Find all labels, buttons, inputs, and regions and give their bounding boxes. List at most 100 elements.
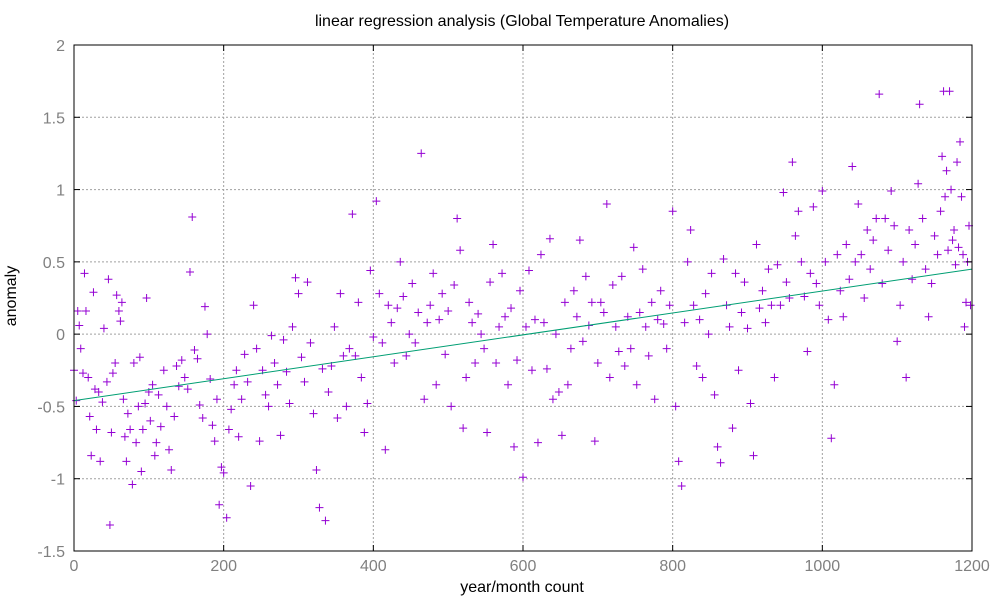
data-point bbox=[593, 359, 602, 368]
data-point bbox=[203, 330, 212, 339]
x-tick-label: 600 bbox=[510, 558, 537, 575]
data-point bbox=[315, 503, 324, 512]
data-point bbox=[770, 373, 779, 382]
data-point bbox=[195, 400, 204, 409]
data-point bbox=[902, 373, 911, 382]
data-point bbox=[261, 390, 270, 399]
data-point bbox=[369, 333, 378, 342]
data-point bbox=[942, 166, 951, 175]
data-point bbox=[170, 412, 179, 421]
data-point bbox=[480, 344, 489, 353]
data-point bbox=[318, 364, 327, 373]
data-point bbox=[393, 304, 402, 313]
data-point bbox=[704, 330, 713, 339]
data-point bbox=[842, 240, 851, 249]
data-point bbox=[779, 188, 788, 197]
data-point bbox=[617, 272, 626, 281]
data-point bbox=[336, 289, 345, 298]
x-tick-label: 400 bbox=[360, 558, 387, 575]
data-point bbox=[408, 279, 417, 288]
data-point bbox=[333, 413, 342, 422]
data-point bbox=[159, 366, 168, 375]
data-point bbox=[303, 278, 312, 287]
data-point bbox=[107, 428, 116, 437]
data-point bbox=[572, 312, 581, 321]
chart-title: linear regression analysis (Global Tempe… bbox=[315, 13, 729, 30]
y-tick-label: -1.5 bbox=[37, 544, 65, 561]
data-point bbox=[414, 308, 423, 317]
data-point bbox=[300, 377, 309, 386]
data-point bbox=[695, 315, 704, 324]
data-point bbox=[653, 315, 662, 324]
data-point bbox=[641, 322, 650, 331]
data-point bbox=[85, 412, 94, 421]
data-point bbox=[908, 275, 917, 284]
data-point bbox=[680, 318, 689, 327]
data-point bbox=[539, 318, 548, 327]
data-point bbox=[854, 200, 863, 209]
y-tick-label: 0.5 bbox=[43, 255, 65, 272]
data-point bbox=[219, 468, 228, 477]
data-point bbox=[78, 369, 87, 378]
data-point bbox=[76, 344, 85, 353]
data-point bbox=[372, 197, 381, 206]
data-point bbox=[75, 321, 84, 330]
data-point bbox=[129, 359, 138, 368]
data-point bbox=[122, 457, 131, 466]
data-point bbox=[441, 350, 450, 359]
data-point bbox=[264, 402, 273, 411]
data-point bbox=[524, 266, 533, 275]
data-point bbox=[459, 424, 468, 433]
data-point bbox=[89, 288, 98, 297]
x-tick-label: 0 bbox=[70, 558, 79, 575]
data-point bbox=[312, 466, 321, 475]
data-point bbox=[716, 458, 725, 467]
data-point bbox=[222, 513, 231, 522]
data-point bbox=[507, 304, 516, 313]
data-point bbox=[659, 320, 668, 329]
data-point bbox=[324, 387, 333, 396]
data-point bbox=[960, 322, 969, 331]
data-point bbox=[198, 413, 207, 422]
y-tick-label: 1.5 bbox=[43, 110, 65, 127]
data-point bbox=[815, 301, 824, 310]
data-point bbox=[167, 466, 176, 475]
data-point bbox=[689, 301, 698, 310]
data-point bbox=[575, 236, 584, 245]
data-point bbox=[755, 304, 764, 313]
data-point bbox=[114, 307, 123, 316]
data-point bbox=[941, 192, 950, 201]
data-point bbox=[498, 269, 507, 278]
data-point bbox=[713, 442, 722, 451]
data-point bbox=[881, 214, 890, 223]
data-point bbox=[860, 294, 869, 302]
data-point bbox=[921, 265, 930, 274]
data-point bbox=[692, 361, 701, 370]
data-point bbox=[390, 359, 399, 368]
data-point bbox=[230, 380, 239, 389]
data-point bbox=[354, 298, 363, 307]
data-point bbox=[933, 250, 942, 259]
data-point bbox=[96, 457, 105, 466]
data-point bbox=[710, 390, 719, 399]
data-point bbox=[674, 457, 683, 466]
data-point bbox=[668, 207, 677, 216]
data-point bbox=[737, 308, 746, 317]
data-point bbox=[764, 265, 773, 274]
data-point bbox=[545, 234, 554, 243]
data-point bbox=[483, 428, 492, 437]
data-point bbox=[444, 307, 453, 316]
data-point bbox=[857, 250, 866, 259]
y-tick-label: 2 bbox=[56, 38, 65, 55]
data-point bbox=[797, 257, 806, 266]
axis-ticks: 0 200 400 600 800 1000 1200 -1.5 -1 -0.5 0 0.5 1 1.5 2 bbox=[37, 38, 989, 575]
data-point bbox=[893, 337, 902, 346]
data-point bbox=[548, 395, 557, 404]
data-point bbox=[944, 246, 953, 255]
data-point bbox=[185, 267, 194, 276]
data-point bbox=[566, 344, 575, 353]
data-point bbox=[954, 243, 963, 252]
data-point bbox=[851, 257, 860, 266]
data-point bbox=[297, 353, 306, 362]
